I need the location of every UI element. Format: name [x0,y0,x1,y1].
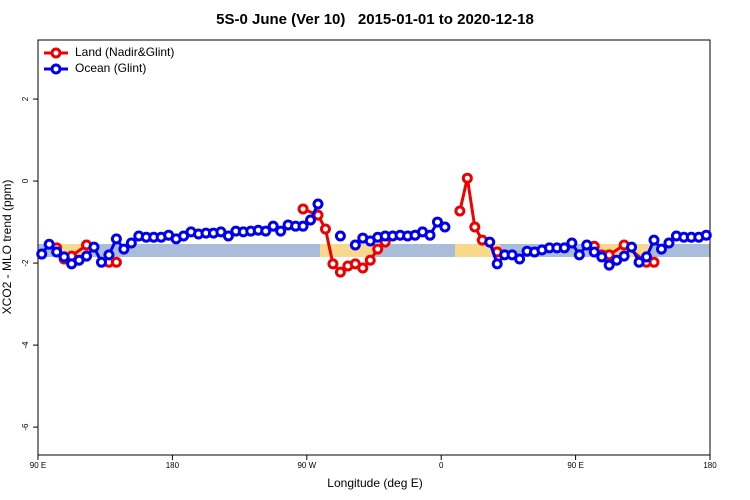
data-point [596,251,608,263]
data-point [618,250,630,262]
data-point [588,246,600,258]
data-point [566,237,578,249]
data-point [334,266,346,278]
legend-marker [50,47,62,59]
data-point [312,198,324,210]
data-point [372,243,384,255]
data-point [491,258,503,270]
data-point [297,203,309,215]
data-point [267,220,279,232]
chart-title: 5S-0 June (Ver 10) 2015-01-01 to 2020-12… [216,11,534,28]
data-point [95,256,107,268]
data-point [655,243,667,255]
y-tick-label: -2 [21,259,30,267]
data-point [81,250,93,262]
x-tick-label: 180 [703,461,717,470]
plot-frame [37,39,711,456]
legend-marker [50,63,62,75]
x-tick-label: 0 [439,461,444,470]
data-point [364,254,376,266]
data-point [514,253,526,265]
y-tick-label: -4 [21,341,30,349]
data-point [633,256,645,268]
data-point [648,234,660,246]
data-point [439,221,451,233]
data-point [431,216,443,228]
data-point [334,230,346,242]
data-point [648,256,660,268]
data-point [581,239,593,251]
y-tick-label: 2 [21,96,30,101]
data-point [349,239,361,251]
data-point [110,233,122,245]
data-point [297,220,309,232]
data-point [222,230,234,242]
series-line [55,177,654,275]
y-tick-label: -6 [21,423,30,431]
x-axis-label: Longitude (deg E) [327,476,422,490]
data-point [51,246,63,258]
x-tick-label: 90 E [30,461,46,470]
data-point [327,258,339,270]
data-point [305,214,317,226]
data-point [357,262,369,274]
x-tick-label: 90 W [297,461,316,470]
data-point [275,225,287,237]
data-point [125,237,137,249]
legend-label: Land (Nadir&Glint) [75,45,174,59]
data-point [36,248,48,260]
data-point [118,243,130,255]
data-point [626,241,638,253]
data-point [58,251,70,263]
x-tick-label: 180 [166,461,180,470]
data-point [43,238,55,250]
data-point [88,241,100,253]
data-point [700,229,712,241]
data-point [469,221,481,233]
data-point [454,205,466,217]
data-point [110,256,122,268]
data-point [641,251,653,263]
data-point [603,259,615,271]
land-band [320,244,375,257]
y-axis-label: XCO2 - MLO trend (ppm) [0,180,14,315]
y-tick-label: 0 [21,178,30,183]
data-point [103,249,115,261]
x-tick-label: 90 E [567,461,583,470]
data-point [573,249,585,261]
legend-label: Ocean (Glint) [75,61,146,75]
data-point [558,242,570,254]
data-point [461,172,473,184]
data-point [484,236,496,248]
data-point [424,229,436,241]
data-point [319,223,331,235]
data-point [663,237,675,249]
data-point [260,225,272,237]
